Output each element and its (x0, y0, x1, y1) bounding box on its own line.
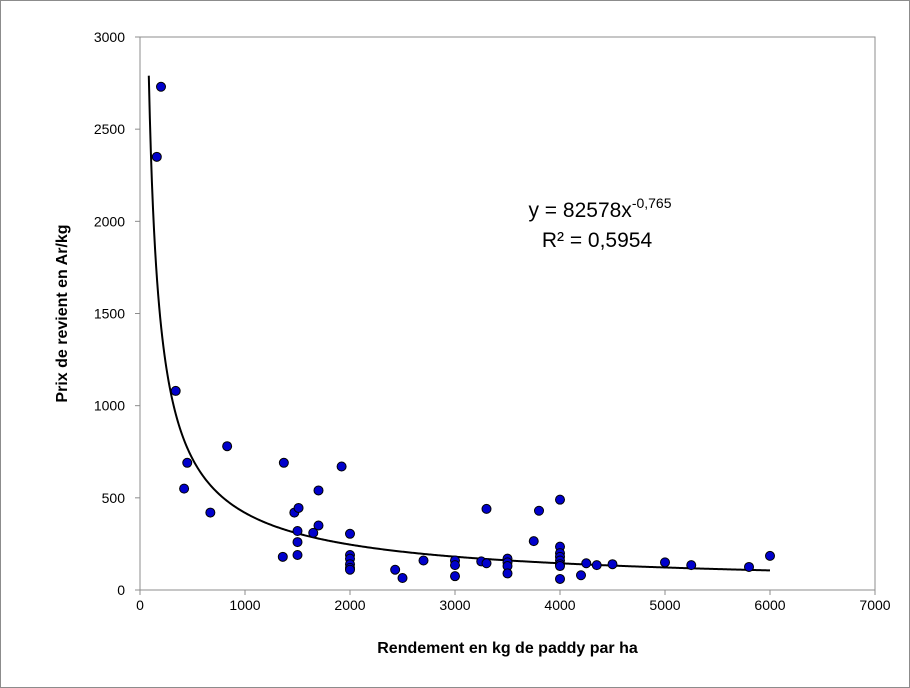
data-point (345, 564, 355, 575)
data-point (481, 558, 492, 569)
data-point (292, 537, 303, 548)
data-point (278, 457, 289, 468)
data-point (205, 507, 216, 518)
equation-exponent: -0,765 (632, 195, 672, 211)
data-point (555, 561, 565, 572)
data-point (156, 81, 166, 92)
data-point (576, 570, 586, 581)
data-point (179, 483, 190, 494)
data-point (591, 560, 602, 571)
x-tick-label: 2000 (334, 597, 365, 613)
x-axis-title: Rendement en kg de paddy par ha (377, 640, 638, 657)
plot-border (139, 36, 876, 591)
data-point (336, 461, 347, 472)
x-tick-label: 6000 (754, 597, 785, 613)
y-tick-label: 3000 (94, 29, 125, 45)
y-tick-label: 1500 (94, 306, 125, 322)
data-point (581, 558, 592, 569)
data-point (345, 528, 355, 539)
y-tick-label: 2500 (94, 121, 125, 137)
x-tick-label: 4000 (544, 597, 575, 613)
data-points (151, 81, 775, 584)
data-point (502, 568, 513, 579)
data-point (555, 573, 565, 584)
data-point (222, 441, 233, 452)
data-point (660, 557, 670, 568)
data-point (170, 385, 181, 396)
equation-main: y = 82578x (528, 199, 632, 222)
tick-labels: 0 1000 2000 3000 4000 5000 6000 7000 0 500 1000 150… (94, 29, 891, 613)
y-tick-label: 1000 (94, 398, 125, 414)
data-point (765, 550, 775, 561)
trendline-equation: y = 82578x-0,765 (528, 195, 671, 222)
data-point (450, 571, 460, 582)
x-tick-label: 3000 (439, 597, 470, 613)
x-tick-label: 1000 (229, 597, 260, 613)
plot-area (139, 36, 876, 591)
x-tick-label: 7000 (859, 597, 890, 613)
y-tick-label: 0 (117, 582, 125, 598)
data-point (151, 151, 162, 162)
data-point (390, 564, 401, 575)
y-axis-title: Prix de revient en Ar/kg (54, 224, 71, 402)
data-point (607, 559, 618, 570)
trendline (147, 75, 771, 572)
y-tick-label: 500 (102, 490, 126, 506)
data-point (293, 502, 304, 513)
data-point (292, 526, 303, 537)
data-point (534, 505, 544, 516)
data-point (308, 527, 319, 538)
data-point (313, 520, 324, 531)
r-squared-label: R² = 0,5954 (542, 229, 653, 252)
x-tick-label: 0 (136, 597, 144, 613)
data-point (555, 494, 565, 505)
data-point (450, 560, 460, 571)
data-point (313, 485, 324, 496)
data-point (418, 555, 429, 566)
data-point (397, 573, 408, 584)
data-point (528, 536, 539, 547)
x-tick-label: 5000 (649, 597, 680, 613)
data-point (481, 503, 492, 514)
y-tick-label: 2000 (94, 213, 125, 229)
data-point (744, 561, 754, 572)
axes (135, 36, 876, 595)
data-point (686, 560, 697, 571)
data-point (277, 551, 288, 562)
data-point (292, 549, 303, 560)
data-point (182, 457, 193, 468)
